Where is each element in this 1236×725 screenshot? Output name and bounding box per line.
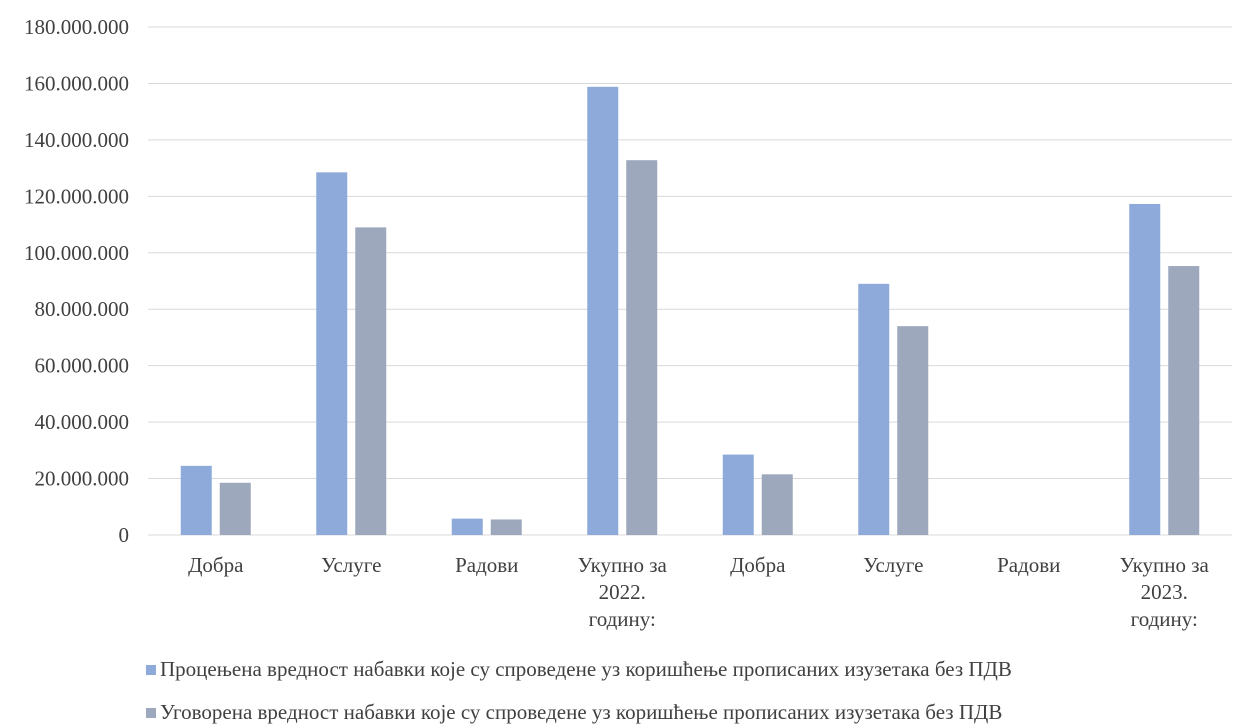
x-tick-label: Добра bbox=[730, 553, 786, 577]
x-axis-tick-labels: Добра Услуге Радови Укупно за 2022. годину: До… bbox=[188, 553, 1209, 631]
bar bbox=[722, 454, 754, 535]
y-tick-label: 180.000.000 bbox=[24, 15, 129, 39]
bar bbox=[451, 518, 483, 535]
legend-swatch-estimated bbox=[146, 664, 156, 675]
x-tick-label: Добра bbox=[188, 553, 244, 577]
bar-series bbox=[180, 86, 1200, 535]
y-tick-label: 120.000.000 bbox=[24, 184, 129, 208]
y-tick-label: 160.000.000 bbox=[24, 71, 129, 95]
bar bbox=[490, 519, 522, 535]
x-tick-label: Услуге bbox=[321, 553, 381, 577]
y-tick-label: 40.000.000 bbox=[35, 410, 130, 434]
bar bbox=[897, 326, 929, 535]
legend-item-estimated: Процењена вредност набавки које су спров… bbox=[146, 657, 1012, 682]
bar bbox=[219, 482, 251, 535]
y-tick-label: 20.000.000 bbox=[35, 467, 130, 491]
x-tick-label: Укупно за bbox=[578, 553, 668, 577]
bar bbox=[316, 172, 348, 535]
bar bbox=[1168, 266, 1200, 535]
bar bbox=[626, 160, 658, 535]
legend-label-contracted: Уговорена вредност набавки које су спров… bbox=[160, 700, 1003, 724]
x-tick-label: Радови bbox=[997, 553, 1060, 577]
x-tick-label: 2022. bbox=[599, 580, 646, 604]
y-tick-label: 80.000.000 bbox=[35, 297, 130, 321]
legend-item-contracted: Уговорена вредност набавки које су спров… bbox=[146, 700, 1002, 725]
y-tick-label: 100.000.000 bbox=[24, 241, 129, 265]
x-tick-label: Услуге bbox=[863, 553, 923, 577]
gridlines bbox=[148, 26, 1232, 536]
bar bbox=[355, 227, 387, 535]
x-tick-label: годину: bbox=[589, 607, 656, 631]
bar bbox=[180, 465, 212, 535]
x-tick-label: Радови bbox=[455, 553, 518, 577]
x-tick-label: 2023. bbox=[1141, 580, 1188, 604]
x-tick-label: годину: bbox=[1131, 607, 1198, 631]
y-tick-label: 60.000.000 bbox=[35, 354, 130, 378]
x-tick-label: Укупно за bbox=[1120, 553, 1210, 577]
legend-swatch-contracted bbox=[146, 707, 156, 718]
bar bbox=[587, 86, 619, 535]
bar bbox=[761, 474, 793, 535]
bar bbox=[858, 283, 890, 535]
y-axis-tick-labels: 0 20.000.000 40.000.000 60.000.000 80.000.00… bbox=[24, 15, 129, 547]
bar bbox=[1129, 203, 1161, 535]
legend-label-estimated: Процењена вредност набавки које су спров… bbox=[160, 657, 1012, 681]
y-tick-label: 0 bbox=[119, 523, 130, 547]
y-tick-label: 140.000.000 bbox=[24, 128, 129, 152]
